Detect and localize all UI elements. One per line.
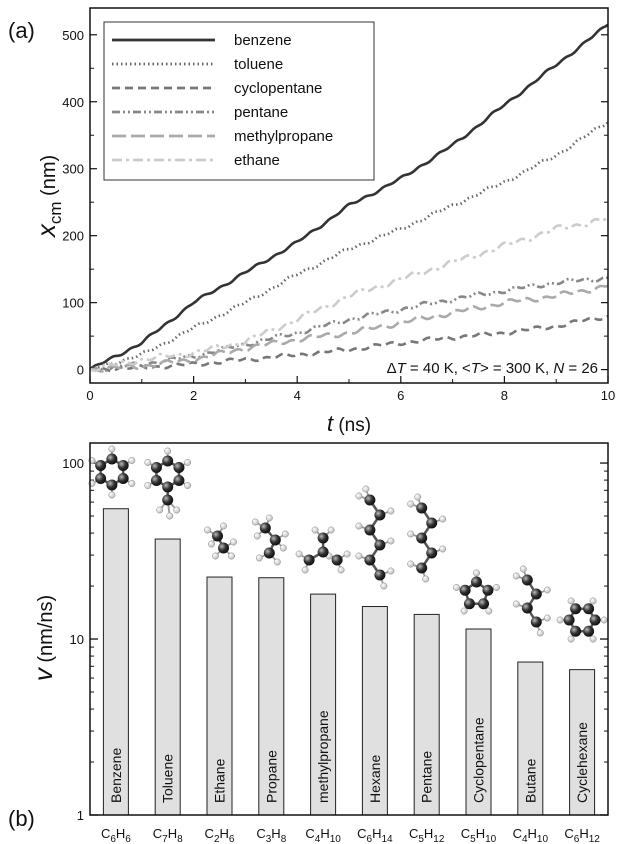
b-y-tick-label: 10 (70, 632, 84, 647)
legend-label-ethane: ethane (234, 152, 280, 169)
y-tick-label: 200 (62, 229, 84, 244)
formula-label: C4H10 (513, 826, 549, 844)
bar-label-hexane: Hexane (367, 755, 383, 803)
molecule-butane (512, 565, 551, 637)
panel-b: (b) v (nm/ns) 1 10 100 Benzene Toluene Ethan… (8, 442, 609, 844)
molecule-cyclohexane (556, 597, 608, 643)
bar-label-ethane: Ethane (212, 758, 228, 803)
x-tick-label: 6 (397, 388, 404, 403)
formula-label: C6H6 (101, 826, 131, 844)
legend-label-pentane: pentane (234, 104, 288, 121)
series-line-toluene (89, 121, 610, 371)
formula-label: C6H12 (564, 826, 600, 844)
x-tick-label: 4 (294, 388, 301, 403)
panel-a-annotation: ΔT = 40 K, <T> = 300 K, N = 26 (387, 360, 598, 377)
panel-a-series (89, 23, 610, 373)
bar-pentane (413, 613, 440, 816)
panel-b-bars: Benzene Toluene Ethane Propane methylpropane… (102, 508, 596, 816)
panel-a-legend: benzene toluene cyclopentane pentane methylp… (103, 21, 375, 181)
panel-a-label: (a) (8, 18, 35, 43)
molecule-propane (251, 514, 289, 566)
bar-butane (517, 661, 544, 816)
x-tick-label: 0 (86, 388, 93, 403)
molecule-hexane (355, 485, 395, 590)
y-tick-label: 300 (62, 162, 84, 177)
formula-label: C3H8 (256, 826, 286, 844)
panel-a: (a) xcm (nm) t (ns) 0 2 4 6 8 100100200300400… (8, 7, 615, 436)
legend-box (103, 21, 375, 181)
b-y-tick-label: 100 (62, 456, 84, 471)
bar-label-propane: Propane (263, 750, 279, 803)
bar-label-cyclehexane: Cyclehexane (574, 722, 590, 803)
y-tick-label: 500 (62, 28, 84, 43)
bar-propane (258, 577, 285, 816)
y-tick-label: 0 (77, 363, 84, 378)
molecule-benzene (88, 445, 136, 499)
formula-label: C2H6 (205, 826, 235, 844)
bar-label-methylpropane: methylpropane (315, 710, 331, 803)
bar-label-butane: Butane (522, 758, 538, 803)
molecule-methylpropane (295, 526, 351, 574)
molecule-cyclopentane (453, 569, 500, 615)
bar-label-toluene: Toluene (160, 754, 176, 803)
formula-label: C7H8 (153, 826, 183, 844)
series-line-ethane (89, 217, 609, 373)
bar-label-pentane: Pentane (419, 751, 435, 803)
panel-b-frame (89, 442, 609, 816)
panel-b-ylabel: v (nm/ns) (28, 595, 58, 681)
x-tick-label: 8 (501, 388, 508, 403)
legend-label-benzene: benzene (234, 32, 292, 49)
bar-methylpropane (310, 593, 337, 816)
bar-label-benzene: Benzene (108, 748, 124, 803)
bar-label-cyclopentane: Cyclopentane (471, 717, 487, 803)
molecule-pentane (407, 493, 447, 583)
panel-b-ticks: 1 10 100 (62, 456, 608, 823)
series-line-benzene (89, 23, 609, 371)
bar-cyclehexane (569, 669, 596, 816)
panel-a-frame (89, 7, 609, 384)
b-y-tick-label: 1 (77, 808, 84, 823)
molecule-toluene (144, 447, 192, 520)
formula-label: C5H12 (409, 826, 445, 844)
molecule-illustrations (88, 445, 608, 643)
panel-a-xlabel: t (ns) (327, 411, 371, 436)
panel-b-formulas: C6H6 C7H8 C2H6 C3H8 C4H10 C6H14 C5H12 C5H10 C4H1… (101, 826, 600, 844)
x-tick-label: 10 (601, 388, 615, 403)
formula-label: C4H10 (305, 826, 341, 844)
formula-label: C5H10 (461, 826, 497, 844)
legend-label-cyclopentane: cyclopentane (234, 80, 322, 97)
x-tick-label: 2 (190, 388, 197, 403)
legend-label-methylpropane: methylpropane (234, 128, 333, 145)
panel-a-ylabel: xcm (nm) (31, 155, 65, 239)
y-tick-label: 400 (62, 95, 84, 110)
series-line-methylpropane (89, 284, 609, 373)
molecule-ethane (204, 522, 237, 560)
y-tick-label: 100 (62, 296, 84, 311)
bar-toluene (154, 538, 181, 816)
formula-label: C6H14 (357, 826, 393, 844)
legend-label-toluene: toluene (234, 56, 283, 73)
series-line-cyclopentane (89, 314, 609, 373)
bar-hexane (361, 606, 388, 816)
series-line-pentane (89, 275, 609, 372)
panel-b-label: (b) (8, 806, 35, 831)
